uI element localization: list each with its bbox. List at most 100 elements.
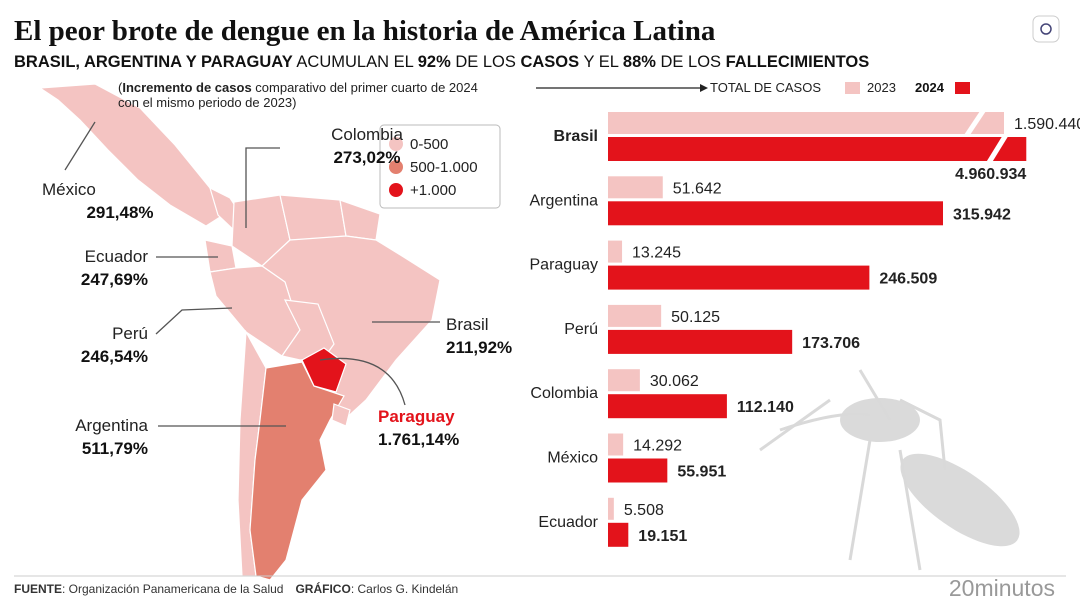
- footer-segment: FUENTE: [14, 582, 62, 596]
- bar: [608, 137, 1027, 161]
- text-line: (Incremento de casos comparativo del pri…: [118, 80, 478, 95]
- bar-break: [964, 111, 987, 135]
- bar: [608, 201, 943, 226]
- text-segment: CASOS: [520, 53, 579, 71]
- icon-glyph: [1040, 23, 1052, 35]
- footer-segment: GRÁFICO: [295, 581, 350, 596]
- bar: [608, 458, 668, 483]
- value-label: 173.706: [802, 335, 860, 352]
- category-label: Colombia: [530, 385, 598, 402]
- country-increase: 511,79%: [82, 439, 148, 458]
- country-shape: [279, 194, 347, 241]
- country-name: Perú: [112, 324, 148, 343]
- category-label: Ecuador: [538, 514, 598, 531]
- bar: [608, 522, 629, 547]
- text-segment: BRASIL, ARGENTINA Y PARAGUAY: [14, 53, 293, 71]
- value-label: 55.951: [677, 464, 726, 481]
- leader-line: [155, 307, 233, 335]
- category-label: Brasil: [554, 128, 598, 145]
- expand-icon[interactable]: [1032, 15, 1060, 43]
- country-name: Brasil: [446, 315, 489, 334]
- brand: 20minutos: [949, 575, 1055, 601]
- legend-label: 500-1.000: [410, 159, 478, 176]
- map-legend-box: [379, 124, 501, 209]
- title: El peor brote de dengue en la historia d…: [14, 15, 716, 47]
- legend-swatch: [389, 160, 403, 174]
- legend-swatch: [389, 183, 403, 197]
- value-label: 315.942: [953, 206, 1011, 223]
- country-shape: [249, 361, 345, 581]
- footer-text: FUENTE: Organización Panamericana de la …: [14, 581, 458, 596]
- country-name: Argentina: [75, 416, 148, 435]
- value-label: 50.125: [671, 309, 720, 326]
- country-shape: [339, 199, 381, 241]
- bar: [608, 433, 624, 456]
- text-segment: ACUMULAN EL: [293, 53, 418, 71]
- text-segment: DE LOS: [656, 53, 726, 71]
- category-label: Perú: [564, 321, 598, 338]
- country-increase: 247,69%: [81, 270, 148, 289]
- value-label: 14.292: [633, 438, 682, 455]
- category-label: Paraguay: [530, 257, 599, 274]
- country-increase: 273,02%: [333, 148, 400, 167]
- value-label: 51.642: [673, 180, 722, 197]
- leader-line: [245, 147, 280, 228]
- leader-line: [319, 357, 406, 406]
- country-shape: [204, 239, 237, 273]
- value-label: 30.062: [650, 373, 699, 390]
- country-name: Ecuador: [85, 247, 149, 266]
- value-label: 13.245: [632, 245, 681, 262]
- mosquito: [759, 369, 1020, 571]
- legend-label: 2024: [915, 80, 945, 95]
- legend-swatch: [845, 82, 860, 94]
- bar: [608, 369, 640, 392]
- category-label: Argentina: [530, 192, 599, 209]
- country-name: Colombia: [331, 125, 403, 144]
- bar: [608, 176, 663, 199]
- bar: [608, 394, 727, 419]
- country-increase: 211,92%: [446, 338, 512, 357]
- text-segment: DE LOS: [451, 53, 521, 71]
- arrow-head: [700, 84, 708, 92]
- map: [38, 83, 441, 581]
- country-shape: [331, 403, 351, 427]
- text-segment: comparativo del primer cuarto de 2024: [252, 80, 478, 95]
- bar: [608, 304, 662, 327]
- text-segment: Y EL: [579, 53, 623, 71]
- footer-segment: : Organización Panamericana de la Salud: [62, 582, 283, 596]
- bar: [608, 497, 614, 520]
- legend-label: +1.000: [410, 182, 456, 199]
- country-increase: 291,48%: [86, 203, 153, 222]
- bar: [608, 240, 623, 263]
- bar: [608, 265, 870, 290]
- legend-title: TOTAL DE CASOS: [710, 80, 821, 95]
- legend-swatch: [955, 82, 970, 94]
- country-name: Paraguay: [378, 407, 455, 426]
- value-label: 1.590.440: [1014, 116, 1080, 133]
- value-label: 246.509: [879, 271, 937, 288]
- value-label: 5.508: [624, 502, 664, 519]
- legend-label: 2023: [867, 80, 896, 95]
- category-label: México: [547, 450, 598, 467]
- legend-label: 0-500: [410, 136, 448, 153]
- legend-swatch: [389, 137, 403, 151]
- text-segment: 88%: [623, 53, 656, 71]
- bar: [608, 329, 793, 354]
- text-segment: FALLECIMIENTOS: [726, 53, 870, 71]
- country-shape: [38, 83, 229, 227]
- text-segment: Incremento de casos: [122, 80, 251, 95]
- text-segment: (: [118, 80, 123, 95]
- country-increase: 246,54%: [81, 347, 148, 366]
- text-line: con el mismo periodo de 2023): [118, 95, 297, 110]
- leader-line: [64, 121, 96, 171]
- footer-segment: : Carlos G. Kindelán: [351, 582, 458, 596]
- text-segment: con el mismo periodo de 2023): [118, 95, 297, 110]
- bar-break: [986, 136, 1009, 162]
- country-name: México: [42, 180, 96, 199]
- value-label: 4.960.934: [955, 166, 1026, 183]
- value-label: 19.151: [638, 528, 687, 545]
- country-increase: 1.761,14%: [378, 430, 459, 449]
- text-line: BRASIL, ARGENTINA Y PARAGUAY ACUMULAN EL…: [14, 53, 869, 71]
